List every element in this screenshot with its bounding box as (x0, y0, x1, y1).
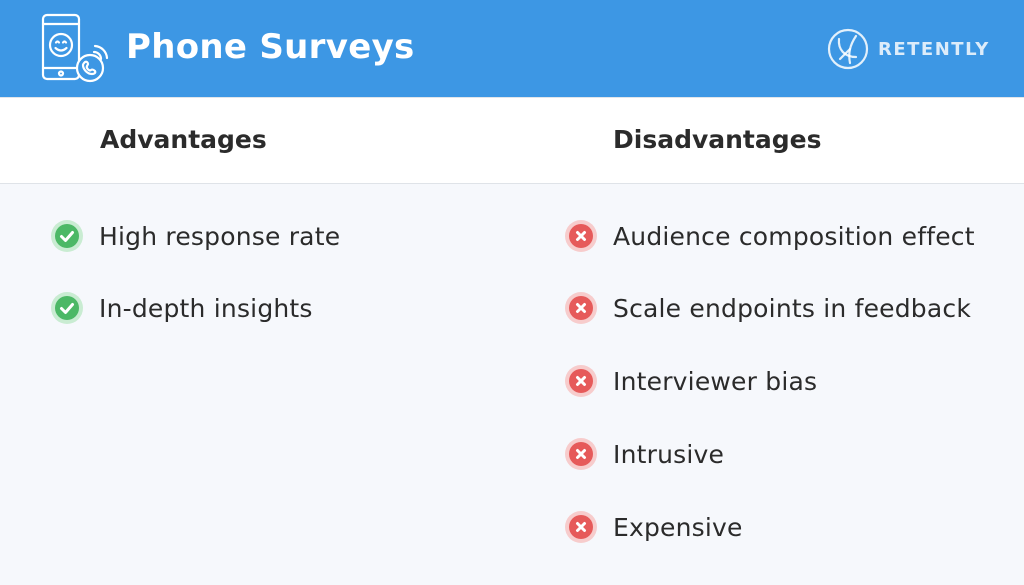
disadvantage-label: Expensive (613, 512, 743, 542)
x-circle-icon (564, 437, 598, 471)
column-header-row: Advantages Disadvantages (0, 97, 1024, 184)
disadvantage-item: Interviewer bias (564, 361, 817, 401)
check-circle-icon (50, 291, 84, 325)
disadvantages-heading: Disadvantages (613, 125, 822, 154)
x-circle-icon (564, 219, 598, 253)
disadvantage-item: Intrusive (564, 434, 724, 474)
advantages-heading: Advantages (100, 125, 267, 154)
check-circle-icon (50, 219, 84, 253)
phone-smile-icon (41, 13, 109, 83)
disadvantage-item: Scale endpoints in feedback (564, 288, 971, 328)
advantage-label: In-depth insights (99, 293, 313, 323)
advantage-item: High response rate (50, 216, 340, 256)
page-title: Phone Surveys (126, 27, 415, 67)
header-bar: Phone Surveys RETENTLY (0, 0, 1024, 97)
x-circle-icon (564, 510, 598, 544)
advantage-label: High response rate (99, 221, 341, 251)
x-circle-icon (564, 291, 598, 325)
disadvantage-label: Scale endpoints in feedback (613, 293, 972, 323)
x-circle-icon (564, 364, 598, 398)
disadvantage-label: Audience composition effect (613, 221, 975, 251)
brand-name: RETENTLY (878, 38, 990, 60)
disadvantage-item: Expensive (564, 507, 743, 547)
brand-logo[interactable]: RETENTLY (826, 27, 990, 71)
advantage-item: In-depth insights (50, 288, 313, 328)
disadvantage-label: Intrusive (613, 439, 725, 469)
retently-logo-icon (827, 28, 869, 70)
disadvantage-label: Interviewer bias (613, 366, 818, 396)
disadvantage-item: Audience composition effect (564, 216, 975, 256)
